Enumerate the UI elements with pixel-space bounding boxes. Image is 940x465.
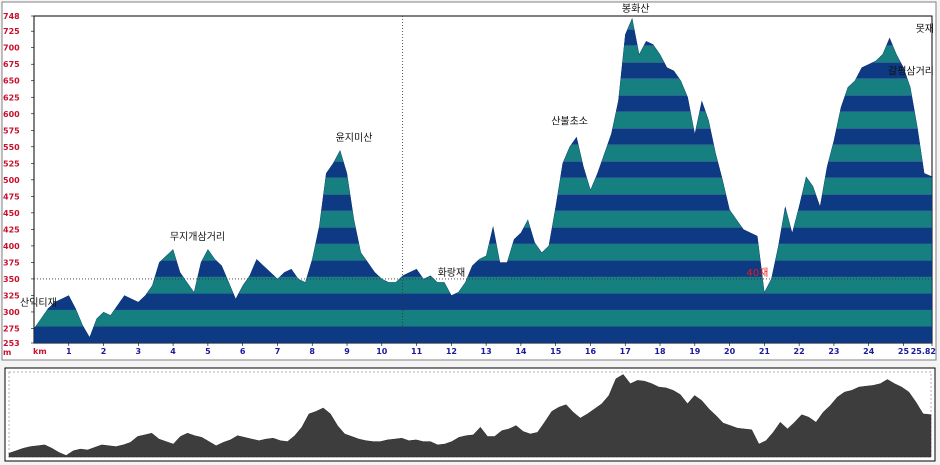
elevation-band <box>34 276 932 294</box>
place-label: 무지개삼거리 <box>170 231 225 243</box>
y-axis: 748 725 700 675 650 625 600 575 550 525 500 475 450 4… <box>3 12 34 357</box>
y-tick-label: 275 <box>3 325 20 334</box>
x-tick-label: 11 <box>411 347 423 356</box>
y-tick-label: 725 <box>3 27 20 36</box>
x-tick-label: 10 <box>376 347 388 356</box>
y-tick-label: 375 <box>3 258 20 267</box>
x-tick-label: 18 <box>654 347 666 356</box>
y-tick-label: 425 <box>3 225 20 234</box>
x-tick-label: 7 <box>275 347 281 356</box>
y-tick-label: 253 <box>3 339 20 348</box>
y-tick-label: 325 <box>3 291 20 300</box>
y-unit-label: m <box>3 348 11 357</box>
x-tick-label: 25 <box>898 347 910 356</box>
x-tick-label: 15 <box>550 347 562 356</box>
place-label: 봉화산 <box>622 3 650 15</box>
x-tick-label: 2 <box>101 347 107 356</box>
x-tick-label: 6 <box>240 347 246 356</box>
y-tick-label: 748 <box>3 12 20 21</box>
y-tick-label: 575 <box>3 126 20 135</box>
x-tick-label: 1 <box>66 347 72 356</box>
place-label: 산익티재 <box>20 297 57 309</box>
x-tick-label: 21 <box>759 347 771 356</box>
y-tick-label: 450 <box>3 209 20 218</box>
elevation-band <box>34 326 932 343</box>
x-tick-label: 8 <box>309 347 315 356</box>
elevation-outline <box>34 18 932 343</box>
x-unit-label: km <box>33 347 47 356</box>
x-tick-label: 4 <box>170 347 176 356</box>
x-tick-label: 19 <box>689 347 701 356</box>
overview-elevation <box>8 374 932 458</box>
elevation-band <box>34 309 932 327</box>
grid-lines <box>34 16 932 343</box>
x-tick-label: 24 <box>863 347 875 356</box>
x-tick-label: 12 <box>446 347 457 356</box>
place-label: 40재 <box>746 267 768 279</box>
y-tick-label: 400 <box>3 242 20 251</box>
place-label: 산불초소 <box>551 115 588 127</box>
y-tick-label: 350 <box>3 275 20 284</box>
x-axis: km 1 2 3 4 5 6 7 8 9 10 11 12 13 14 15 16 17 18 19 20 21 22 23 2… <box>33 343 936 356</box>
y-tick-label: 600 <box>3 110 20 119</box>
y-tick-label: 525 <box>3 159 20 168</box>
x-tick-label: 23 <box>828 347 839 356</box>
elevation-band <box>34 293 932 310</box>
x-tick-label: 25.82 <box>911 347 936 356</box>
x-tick-label: 16 <box>585 347 597 356</box>
x-tick-label: 9 <box>344 347 350 356</box>
x-tick-label: 20 <box>724 347 736 356</box>
x-tick-label: 22 <box>794 347 805 356</box>
y-tick-label: 475 <box>3 192 20 201</box>
x-tick-label: 13 <box>481 347 492 356</box>
y-tick-label: 550 <box>3 143 20 152</box>
y-tick-label: 300 <box>3 308 20 317</box>
elevation-band <box>34 260 932 277</box>
x-tick-label: 14 <box>515 347 527 356</box>
y-tick-label: 625 <box>3 93 20 102</box>
y-tick-label: 500 <box>3 176 20 185</box>
place-label: 못재 <box>916 23 934 35</box>
x-tick-label: 3 <box>136 347 142 356</box>
y-tick-label: 675 <box>3 60 20 69</box>
place-label: 윤지미산 <box>336 132 373 144</box>
x-tick-label: 17 <box>620 347 631 356</box>
place-label: 갈평삼거리 <box>888 65 934 78</box>
place-label: 화랑재 <box>438 267 466 279</box>
y-tick-label: 650 <box>3 77 20 86</box>
x-tick-label: 5 <box>205 347 211 356</box>
y-tick-label: 700 <box>3 44 20 53</box>
